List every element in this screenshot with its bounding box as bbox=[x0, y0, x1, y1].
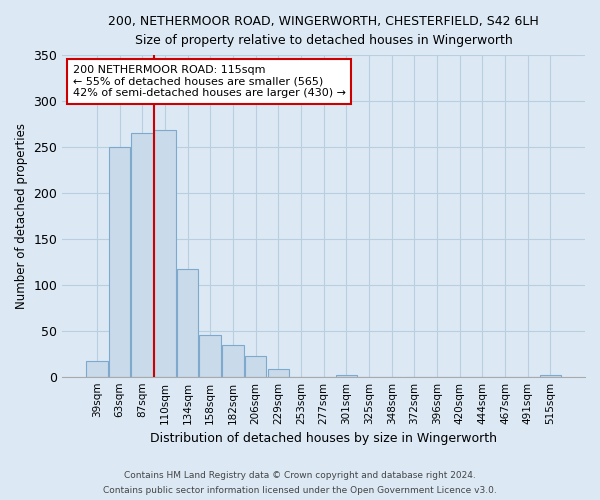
Bar bbox=[245, 356, 266, 376]
Title: 200, NETHERMOOR ROAD, WINGERWORTH, CHESTERFIELD, S42 6LH
Size of property relati: 200, NETHERMOOR ROAD, WINGERWORTH, CHEST… bbox=[108, 15, 539, 47]
Bar bbox=[539, 375, 561, 376]
X-axis label: Distribution of detached houses by size in Wingerworth: Distribution of detached houses by size … bbox=[150, 432, 497, 445]
Bar bbox=[131, 133, 153, 376]
Text: Contains HM Land Registry data © Crown copyright and database right 2024.: Contains HM Land Registry data © Crown c… bbox=[124, 471, 476, 480]
Bar bbox=[86, 361, 107, 376]
Bar bbox=[199, 336, 221, 376]
Bar bbox=[177, 269, 199, 376]
Bar bbox=[268, 370, 289, 376]
Text: 200 NETHERMOOR ROAD: 115sqm
← 55% of detached houses are smaller (565)
42% of se: 200 NETHERMOOR ROAD: 115sqm ← 55% of det… bbox=[73, 65, 346, 98]
Bar bbox=[222, 346, 244, 376]
Bar bbox=[109, 147, 130, 376]
Text: Contains public sector information licensed under the Open Government Licence v3: Contains public sector information licen… bbox=[103, 486, 497, 495]
Bar bbox=[335, 375, 357, 376]
Bar bbox=[154, 130, 176, 376]
Y-axis label: Number of detached properties: Number of detached properties bbox=[15, 123, 28, 309]
